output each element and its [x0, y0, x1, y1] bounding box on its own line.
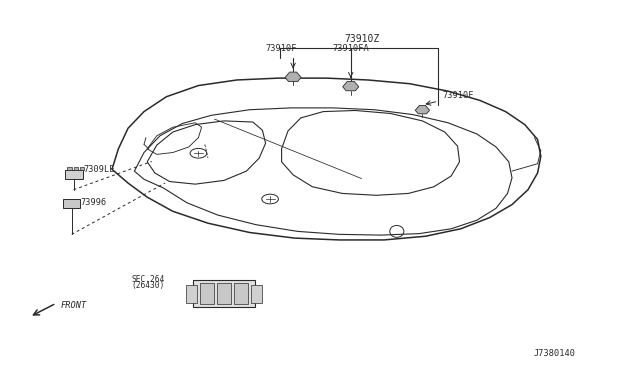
- Polygon shape: [342, 81, 359, 91]
- Bar: [186, 285, 197, 303]
- Text: 73910FA: 73910FA: [333, 44, 369, 53]
- Bar: [217, 283, 231, 304]
- Bar: [80, 167, 84, 170]
- Polygon shape: [415, 106, 429, 114]
- Text: SEC.264: SEC.264: [131, 275, 164, 284]
- Text: J7380140: J7380140: [534, 349, 576, 358]
- Bar: [200, 283, 214, 304]
- Text: 73910Z: 73910Z: [344, 34, 380, 44]
- Bar: [67, 167, 72, 170]
- Bar: [63, 199, 80, 208]
- Text: FRONT: FRONT: [61, 301, 87, 310]
- Bar: [65, 170, 83, 179]
- Text: 73996: 73996: [80, 198, 106, 207]
- Text: 73910F: 73910F: [266, 44, 297, 53]
- Bar: [193, 280, 255, 307]
- Text: 7309LE: 7309LE: [83, 165, 115, 174]
- Bar: [251, 285, 262, 303]
- Text: 73910F: 73910F: [443, 92, 474, 100]
- Polygon shape: [285, 72, 301, 81]
- Bar: [74, 167, 78, 170]
- Text: (26430): (26430): [131, 281, 164, 290]
- Bar: [234, 283, 248, 304]
